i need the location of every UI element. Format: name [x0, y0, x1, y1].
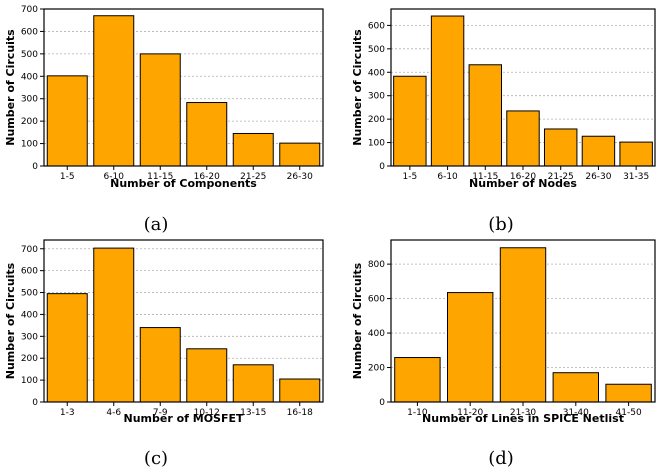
x-tick-label: 21-30 — [510, 408, 536, 418]
x-tick-label: 13-15 — [240, 408, 266, 418]
x-tick-label: 10-12 — [194, 408, 220, 418]
x-tick-label: 1-3 — [60, 408, 75, 418]
y-tick-label: 500 — [21, 50, 38, 60]
bar — [93, 247, 135, 403]
bar — [232, 364, 274, 403]
bar — [499, 247, 547, 403]
panel-caption: (b) — [488, 214, 514, 235]
y-tick-label: 600 — [21, 267, 38, 277]
bar — [394, 357, 441, 403]
x-tick-label: 21-25 — [548, 172, 574, 182]
y-tick-label: 100 — [21, 140, 38, 150]
plot-frame — [43, 239, 324, 403]
y-tick-label: 0 — [32, 162, 38, 172]
x-axis-label: Number of MOSFET — [123, 412, 244, 425]
bar — [186, 102, 228, 167]
x-tick-label: 16-20 — [510, 172, 536, 182]
bar — [430, 15, 465, 167]
panel-caption: (c) — [144, 448, 168, 469]
bar — [139, 53, 181, 167]
x-tick-label: 26-30 — [585, 172, 611, 182]
x-tick-label: 41-50 — [616, 408, 642, 418]
plot-frame — [43, 8, 324, 167]
chart-panel-c: 0 100 200 300 400 500 600 700 1-3 4-6 7-9 10-12 13-1… — [4, 239, 324, 469]
plot-frame — [390, 8, 656, 167]
chart-panel-a: 0 100 200 300 400 500 600 700 1-5 6-10 11-15 16-20 2… — [4, 5, 324, 235]
x-axis-label: Number of Lines in SPICE Netlist — [422, 412, 624, 425]
y-tick-label: 100 — [368, 139, 385, 149]
x-tick-label: 16-18 — [287, 408, 313, 418]
bar — [552, 372, 600, 403]
x-tick-label: 11-20 — [457, 408, 483, 418]
x-tick-label: 31-35 — [623, 172, 649, 182]
y-tick-label: 200 — [368, 115, 385, 125]
y-axis-label: Number of Circuits — [351, 29, 364, 146]
y-tick-label: 300 — [21, 95, 38, 105]
y-tick-label: 600 — [21, 27, 38, 37]
y-tick-label: 0 — [379, 398, 385, 408]
x-tick-label: 26-30 — [287, 172, 313, 182]
x-tick-label: 31-40 — [563, 408, 589, 418]
bar — [543, 128, 578, 167]
bar — [581, 135, 616, 167]
y-tick-label: 400 — [21, 310, 38, 320]
x-tick-label: 11-15 — [147, 172, 173, 182]
bar — [619, 141, 653, 167]
y-axis-label: Number of Circuits — [4, 29, 17, 146]
y-tick-label: 700 — [21, 245, 38, 255]
chart-panel-b: 0 100 200 300 400 500 600 1-5 6-10 11-15 16-20 21-2… — [351, 8, 656, 235]
y-tick-label: 500 — [368, 45, 385, 55]
y-tick-label: 300 — [21, 332, 38, 342]
plot-frame — [390, 239, 656, 403]
bar — [186, 348, 228, 403]
x-tick-label: 4-6 — [106, 408, 121, 418]
x-tick-label: 11-15 — [472, 172, 498, 182]
y-tick-label: 0 — [32, 398, 38, 408]
x-tick-label: 1-5 — [403, 172, 418, 182]
y-tick-label: 400 — [21, 72, 38, 82]
y-tick-label: 500 — [21, 289, 38, 299]
y-tick-label: 400 — [368, 68, 385, 78]
x-axis-label: Number of Nodes — [469, 177, 577, 190]
y-tick-label: 800 — [368, 260, 385, 270]
y-tick-label: 0 — [379, 162, 385, 172]
x-tick-label: 1-10 — [407, 408, 428, 418]
panel-caption: (a) — [144, 214, 169, 235]
bar — [139, 327, 181, 403]
bar — [468, 64, 503, 167]
y-axis-label: Number of Circuits — [4, 262, 17, 379]
y-tick-label: 400 — [368, 329, 385, 339]
x-tick-label: 1-5 — [60, 172, 75, 182]
bar — [232, 132, 274, 167]
bar — [279, 142, 321, 167]
bar — [46, 75, 88, 167]
y-tick-label: 300 — [368, 92, 385, 102]
bar — [506, 110, 540, 167]
bar — [93, 15, 135, 167]
y-tick-label: 200 — [21, 354, 38, 364]
y-tick-label: 200 — [368, 364, 385, 374]
bar — [446, 292, 494, 403]
y-tick-label: 600 — [368, 21, 385, 31]
x-tick-label: 16-20 — [194, 172, 220, 182]
y-tick-label: 100 — [21, 376, 38, 386]
panel-caption: (d) — [488, 448, 514, 469]
x-tick-label: 6-10 — [437, 172, 458, 182]
bar — [393, 75, 427, 167]
y-tick-label: 700 — [21, 5, 38, 15]
bar — [279, 378, 321, 403]
y-axis-label: Number of Circuits — [351, 262, 364, 379]
bar — [605, 383, 652, 403]
y-tick-label: 200 — [21, 117, 38, 127]
x-tick-label: 6-10 — [104, 172, 125, 182]
x-tick-label: 7-9 — [153, 408, 168, 418]
x-tick-label: 21-25 — [240, 172, 266, 182]
x-axis-label: Number of Components — [110, 177, 257, 190]
y-tick-label: 600 — [368, 295, 385, 305]
bar — [46, 293, 88, 403]
